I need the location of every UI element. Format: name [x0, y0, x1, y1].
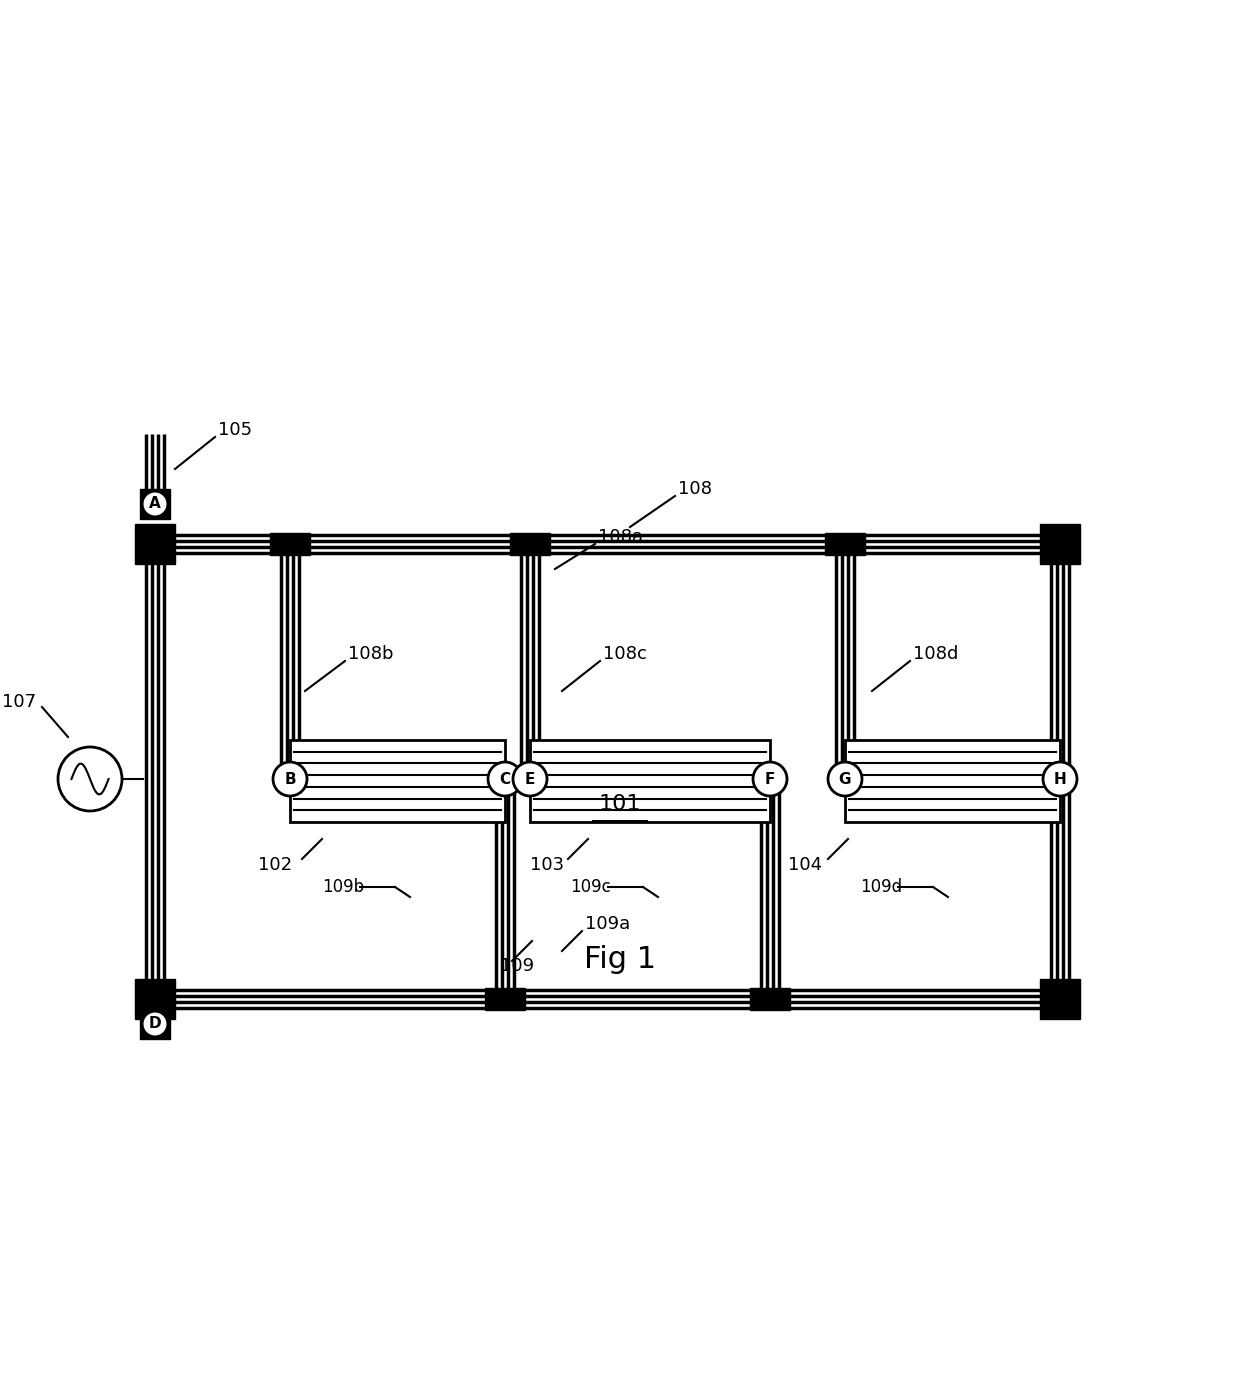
Circle shape	[58, 747, 122, 811]
Circle shape	[753, 763, 787, 796]
Text: D: D	[149, 1017, 161, 1032]
Circle shape	[144, 1013, 166, 1035]
Text: 108: 108	[678, 481, 712, 499]
Bar	[529, 740, 770, 822]
Bar	[290, 740, 505, 822]
Circle shape	[1043, 763, 1078, 796]
Circle shape	[273, 763, 308, 796]
Text: 109c: 109c	[570, 878, 611, 896]
Text: C: C	[500, 771, 511, 786]
Text: 104: 104	[787, 856, 822, 874]
Text: 102: 102	[258, 856, 293, 874]
Bar	[485, 988, 525, 1010]
Text: 108d: 108d	[913, 644, 959, 663]
Bar	[135, 524, 175, 564]
Text: 109d: 109d	[861, 878, 903, 896]
Text: 108c: 108c	[603, 644, 647, 663]
Text: 108b: 108b	[348, 644, 393, 663]
Bar	[270, 533, 310, 556]
Text: 109: 109	[500, 957, 534, 975]
Text: 109a: 109a	[585, 915, 630, 933]
Bar	[1040, 524, 1080, 564]
Bar	[135, 979, 175, 1020]
Text: 105: 105	[218, 421, 252, 439]
Text: 108a: 108a	[598, 528, 644, 546]
Text: B: B	[284, 771, 296, 786]
Circle shape	[489, 763, 522, 796]
Text: 109b: 109b	[322, 878, 365, 896]
Bar	[140, 489, 170, 519]
Bar	[844, 740, 1060, 822]
Circle shape	[513, 763, 547, 796]
Bar	[140, 1008, 170, 1039]
Text: 103: 103	[529, 856, 564, 874]
Text: E: E	[525, 771, 536, 786]
Text: 107: 107	[2, 693, 36, 711]
Text: Fig 1: Fig 1	[584, 945, 656, 974]
Bar	[510, 533, 551, 556]
Circle shape	[144, 493, 166, 515]
Bar	[750, 988, 790, 1010]
Text: G: G	[838, 771, 851, 786]
Text: H: H	[1054, 771, 1066, 786]
Circle shape	[828, 763, 862, 796]
Text: 101: 101	[599, 795, 641, 814]
Bar	[825, 533, 866, 556]
Bar	[1040, 979, 1080, 1020]
Text: A: A	[149, 496, 161, 511]
Text: F: F	[765, 771, 775, 786]
